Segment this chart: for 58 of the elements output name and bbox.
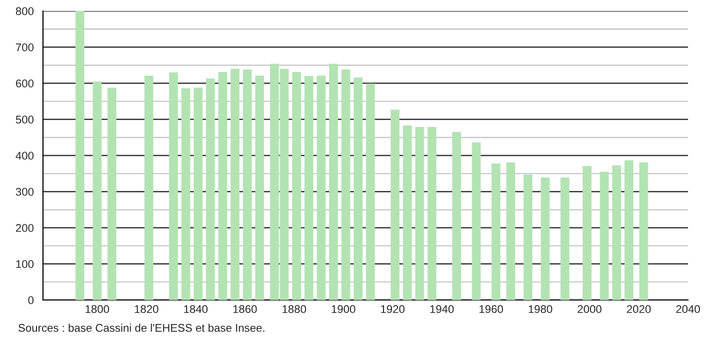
- x-tick-label: 2020: [626, 305, 651, 314]
- y-tick-label: 400: [16, 152, 34, 160]
- bar: [218, 72, 228, 300]
- bar: [415, 126, 424, 300]
- x-tick-label: 1900: [332, 305, 356, 314]
- bar: [492, 163, 500, 300]
- bar: [181, 88, 190, 300]
- bar: [366, 84, 375, 300]
- y-tick-label: 700: [16, 43, 34, 52]
- bar: [194, 88, 203, 300]
- bar: [540, 178, 550, 300]
- bar: [75, 11, 84, 300]
- bar: [206, 78, 215, 300]
- bar: [316, 76, 326, 300]
- bar: [452, 132, 462, 300]
- x-tick-label: 1820: [134, 305, 158, 314]
- bar: [582, 166, 592, 300]
- bar: [242, 70, 252, 300]
- bar: [255, 76, 264, 300]
- bar: [524, 174, 532, 300]
- bar: [292, 72, 301, 300]
- x-tick-label: 1840: [184, 305, 208, 314]
- bar: [560, 178, 570, 300]
- x-tick-label: 1980: [528, 305, 552, 314]
- y-tick-label: 300: [16, 188, 34, 196]
- bar: [230, 68, 240, 300]
- x-tick-label: 1960: [480, 305, 503, 314]
- x-tick-label: 2040: [676, 305, 700, 314]
- bar: [341, 70, 350, 300]
- bar: [169, 72, 178, 300]
- source-note: Sources : base Cassini de l'EHESS et base Insee.: [18, 324, 264, 332]
- bar: [612, 165, 622, 300]
- bar: [506, 162, 516, 300]
- bar: [329, 64, 338, 300]
- bar: [390, 110, 400, 300]
- bar: [92, 81, 102, 300]
- bar: [304, 76, 314, 300]
- x-tick-label: 1800: [86, 305, 110, 314]
- x-tick-label: 1880: [282, 305, 306, 314]
- x-tick-label: 1920: [381, 305, 405, 314]
- x-tick-label: 1860: [233, 305, 257, 314]
- y-tick-label: 100: [16, 260, 34, 268]
- bar: [624, 160, 634, 300]
- y-tick-label: 600: [16, 80, 34, 88]
- bar: [354, 77, 363, 300]
- bar: [402, 126, 412, 300]
- y-tick-label: 500: [16, 116, 34, 124]
- bar: [472, 142, 481, 300]
- x-tick-label: 1940: [430, 305, 454, 314]
- y-tick-label: 0: [28, 296, 34, 304]
- bar: [600, 172, 609, 300]
- bar: [144, 76, 154, 300]
- bar: [639, 162, 648, 300]
- y-tick-label: 200: [16, 224, 34, 232]
- x-tick-label: 2000: [578, 305, 602, 314]
- y-tick-label: 800: [16, 7, 34, 16]
- bar: [428, 126, 436, 300]
- bar: [108, 88, 116, 300]
